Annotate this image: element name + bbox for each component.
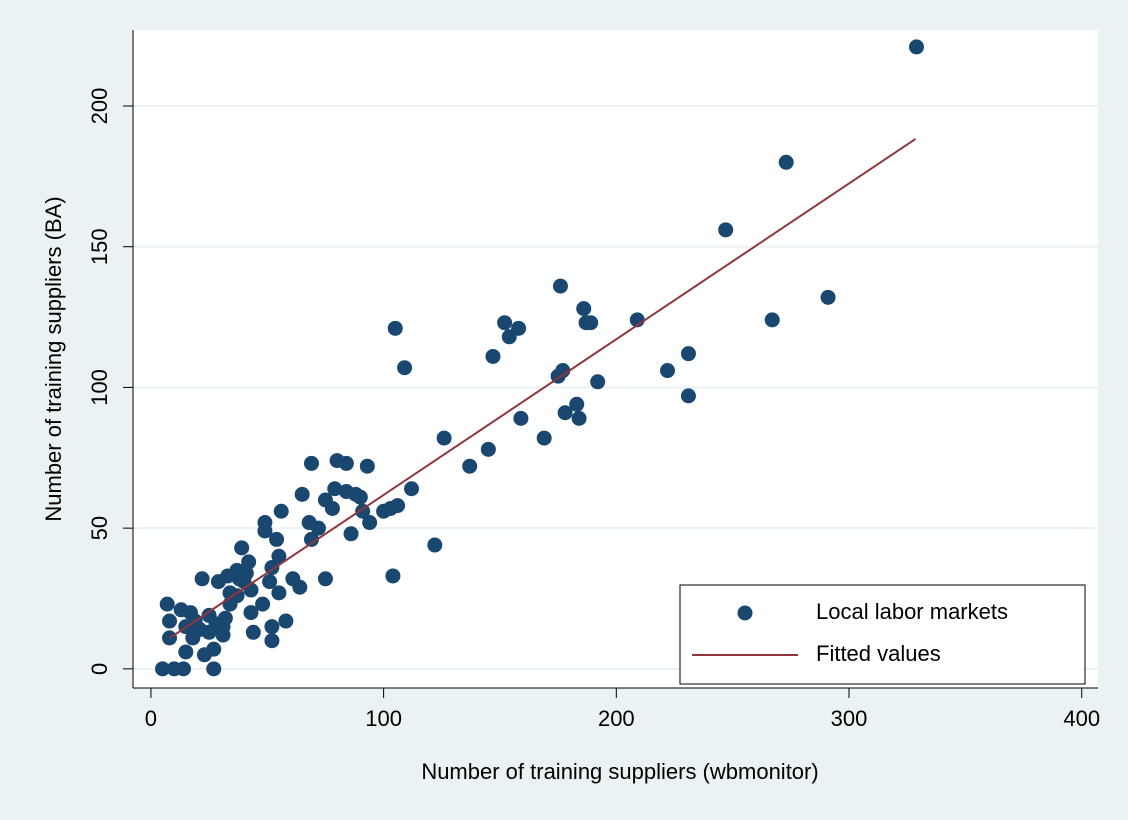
point bbox=[243, 605, 259, 621]
point bbox=[278, 613, 294, 629]
point bbox=[273, 503, 289, 519]
point bbox=[215, 619, 231, 635]
point bbox=[485, 348, 501, 364]
point bbox=[324, 500, 340, 516]
point bbox=[271, 548, 287, 564]
point bbox=[338, 455, 354, 471]
point bbox=[680, 346, 696, 362]
legend-marker bbox=[737, 605, 753, 621]
point bbox=[390, 498, 406, 514]
point bbox=[257, 523, 273, 539]
point bbox=[292, 579, 308, 595]
point bbox=[404, 481, 420, 497]
point bbox=[511, 320, 527, 336]
point bbox=[778, 154, 794, 170]
point bbox=[764, 312, 780, 328]
point bbox=[555, 363, 571, 379]
point bbox=[820, 289, 836, 305]
legend-label: Fitted values bbox=[816, 641, 941, 666]
point bbox=[262, 574, 278, 590]
point bbox=[162, 613, 178, 629]
point bbox=[536, 430, 552, 446]
x-tick-label: 400 bbox=[1063, 706, 1100, 731]
y-tick-label: 200 bbox=[87, 88, 112, 125]
point bbox=[343, 526, 359, 542]
point bbox=[238, 565, 254, 581]
point bbox=[303, 531, 319, 547]
point bbox=[245, 624, 261, 640]
point bbox=[327, 481, 343, 497]
point bbox=[264, 619, 280, 635]
point bbox=[294, 486, 310, 502]
point bbox=[583, 315, 599, 331]
point bbox=[557, 405, 573, 421]
point bbox=[576, 301, 592, 317]
point bbox=[359, 458, 375, 474]
x-tick-label: 0 bbox=[145, 706, 157, 731]
point bbox=[427, 537, 443, 553]
point bbox=[303, 455, 319, 471]
x-tick-label: 300 bbox=[831, 706, 868, 731]
point bbox=[352, 489, 368, 505]
point bbox=[162, 630, 178, 646]
point bbox=[397, 360, 413, 376]
point bbox=[264, 633, 280, 649]
y-tick-label: 100 bbox=[87, 369, 112, 406]
point bbox=[480, 441, 496, 457]
point bbox=[718, 222, 734, 238]
point bbox=[175, 661, 191, 677]
y-tick-label: 0 bbox=[87, 663, 112, 675]
point bbox=[222, 585, 238, 601]
point bbox=[569, 396, 585, 412]
point bbox=[385, 568, 401, 584]
x-axis-label: Number of training suppliers (wbmonitor) bbox=[421, 759, 818, 784]
point bbox=[241, 554, 257, 570]
legend-label: Local labor markets bbox=[816, 599, 1008, 624]
y-axis-label: Number of training suppliers (BA) bbox=[41, 196, 66, 521]
point bbox=[271, 585, 287, 601]
point bbox=[680, 388, 696, 404]
fit-line bbox=[169, 138, 917, 639]
y-tick-label: 150 bbox=[87, 228, 112, 265]
point bbox=[590, 374, 606, 390]
legend-box bbox=[679, 584, 1086, 685]
point bbox=[206, 661, 222, 677]
point bbox=[201, 624, 217, 640]
point bbox=[436, 430, 452, 446]
point bbox=[185, 630, 201, 646]
point bbox=[155, 661, 171, 677]
point bbox=[269, 531, 285, 547]
point bbox=[387, 320, 403, 336]
point bbox=[194, 571, 210, 587]
y-tick-label: 50 bbox=[87, 516, 112, 540]
point bbox=[206, 641, 222, 657]
point bbox=[908, 39, 924, 55]
point bbox=[234, 540, 250, 556]
point bbox=[462, 458, 478, 474]
point bbox=[497, 315, 513, 331]
x-tick-label: 200 bbox=[598, 706, 635, 731]
point bbox=[571, 410, 587, 426]
point bbox=[362, 515, 378, 531]
point bbox=[178, 644, 194, 660]
point bbox=[660, 363, 676, 379]
point bbox=[159, 596, 175, 612]
point bbox=[310, 520, 326, 536]
point bbox=[513, 410, 529, 426]
point bbox=[255, 596, 271, 612]
point bbox=[552, 278, 568, 294]
x-tick-label: 100 bbox=[365, 706, 402, 731]
point bbox=[317, 571, 333, 587]
